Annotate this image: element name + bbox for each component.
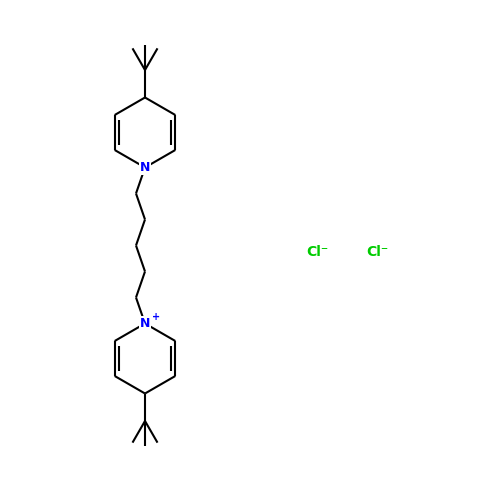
Text: N: N bbox=[140, 317, 150, 330]
Text: Cl⁻: Cl⁻ bbox=[306, 246, 328, 260]
Text: N: N bbox=[140, 161, 150, 174]
Text: Cl⁻: Cl⁻ bbox=[366, 246, 388, 260]
Text: +: + bbox=[152, 312, 160, 322]
